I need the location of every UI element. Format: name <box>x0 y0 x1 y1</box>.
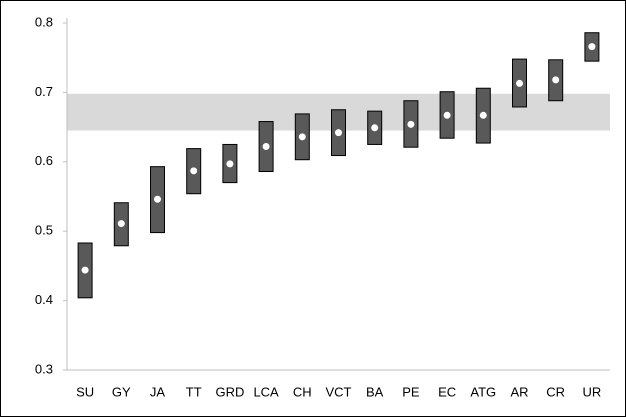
point-estimate <box>371 124 379 132</box>
point-estimate <box>226 160 234 168</box>
x-tick-label: PE <box>402 384 420 399</box>
point-estimate <box>81 266 89 274</box>
y-tick-label: 0.5 <box>35 223 53 238</box>
x-tick-label: EC <box>438 384 456 399</box>
x-tick-label: TT <box>186 384 202 399</box>
x-tick-label: GRD <box>215 384 244 399</box>
x-tick-label: ATG <box>470 384 496 399</box>
point-estimate <box>479 111 487 119</box>
point-estimate <box>552 76 560 84</box>
x-tick-label: CH <box>293 384 312 399</box>
point-estimate <box>335 129 342 137</box>
x-tick-label: CR <box>546 384 565 399</box>
point-estimate <box>516 79 523 87</box>
x-tick-label: SU <box>76 384 94 399</box>
x-tick-label: AR <box>510 384 528 399</box>
point-estimate <box>588 43 596 51</box>
y-tick-label: 0.4 <box>35 292 53 307</box>
point-estimate <box>154 195 161 203</box>
point-estimate <box>262 143 270 151</box>
y-tick-label: 0.6 <box>35 153 53 168</box>
point-estimate <box>407 120 415 128</box>
y-tick-label: 0.8 <box>35 14 53 29</box>
x-tick-label: UR <box>583 384 602 399</box>
point-estimate <box>117 220 125 228</box>
x-tick-label: JA <box>150 384 166 399</box>
y-tick-label: 0.7 <box>35 84 53 99</box>
point-estimate <box>190 167 198 175</box>
x-tick-label: LCA <box>253 384 279 399</box>
y-tick-label: 0.3 <box>35 361 53 376</box>
point-estimate <box>443 111 451 119</box>
point-estimate <box>298 133 306 141</box>
x-tick-label: GY <box>112 384 131 399</box>
x-tick-label: BA <box>366 384 384 399</box>
x-tick-label: VCT <box>326 384 352 399</box>
